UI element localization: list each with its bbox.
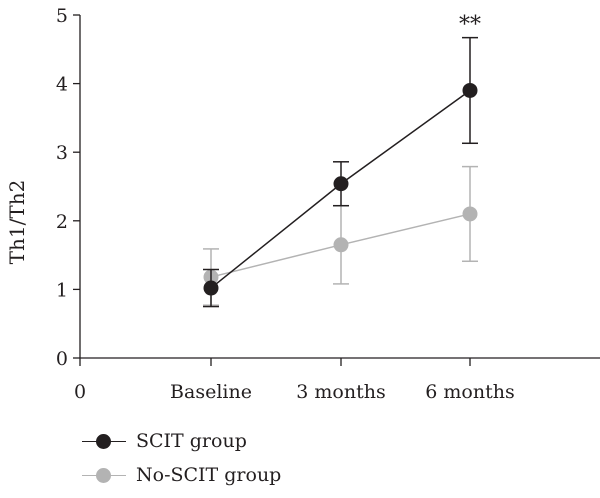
x-tick-label: 3 months: [296, 381, 385, 403]
legend-label-scit: SCIT group: [136, 430, 247, 452]
data-point: [333, 176, 349, 192]
data-point: [462, 206, 478, 222]
legend-marker-no-scit: [82, 465, 126, 485]
data-point: [462, 82, 478, 98]
series-scit: [203, 36, 478, 308]
y-tick-label: 0: [56, 348, 68, 370]
data-point: [203, 280, 219, 296]
x-axis: 0 Baseline 3 months 6 months: [74, 357, 600, 403]
legend-item-scit: SCIT group: [82, 424, 281, 458]
x-tick-label: 0: [74, 381, 86, 403]
y-tick-label: 3: [56, 142, 68, 164]
legend-label-no-scit: No-SCIT group: [136, 464, 282, 486]
legend-marker-scit: [82, 431, 126, 451]
data-point: [333, 237, 349, 253]
line-chart: 0 1 2 3 4 5 0 Baseline 3 months 6 months ** Th1/…: [5, 5, 600, 403]
y-tick-label: 5: [56, 5, 68, 27]
y-axis: 0 1 2 3 4 5: [56, 5, 81, 370]
annotation-layer: **: [459, 13, 481, 38]
y-tick-label: 4: [56, 74, 68, 96]
significance-marker: **: [459, 13, 481, 38]
y-tick-label: 2: [56, 211, 68, 233]
x-tick-label: Baseline: [170, 381, 252, 403]
x-tick-label: 6 months: [425, 381, 514, 403]
series-layer: [203, 36, 478, 308]
legend-item-no-scit: No-SCIT group: [82, 458, 281, 492]
legend: SCIT group No-SCIT group: [82, 424, 281, 492]
y-tick-label: 1: [56, 279, 68, 301]
y-axis-label: Th1/Th2: [5, 180, 29, 265]
